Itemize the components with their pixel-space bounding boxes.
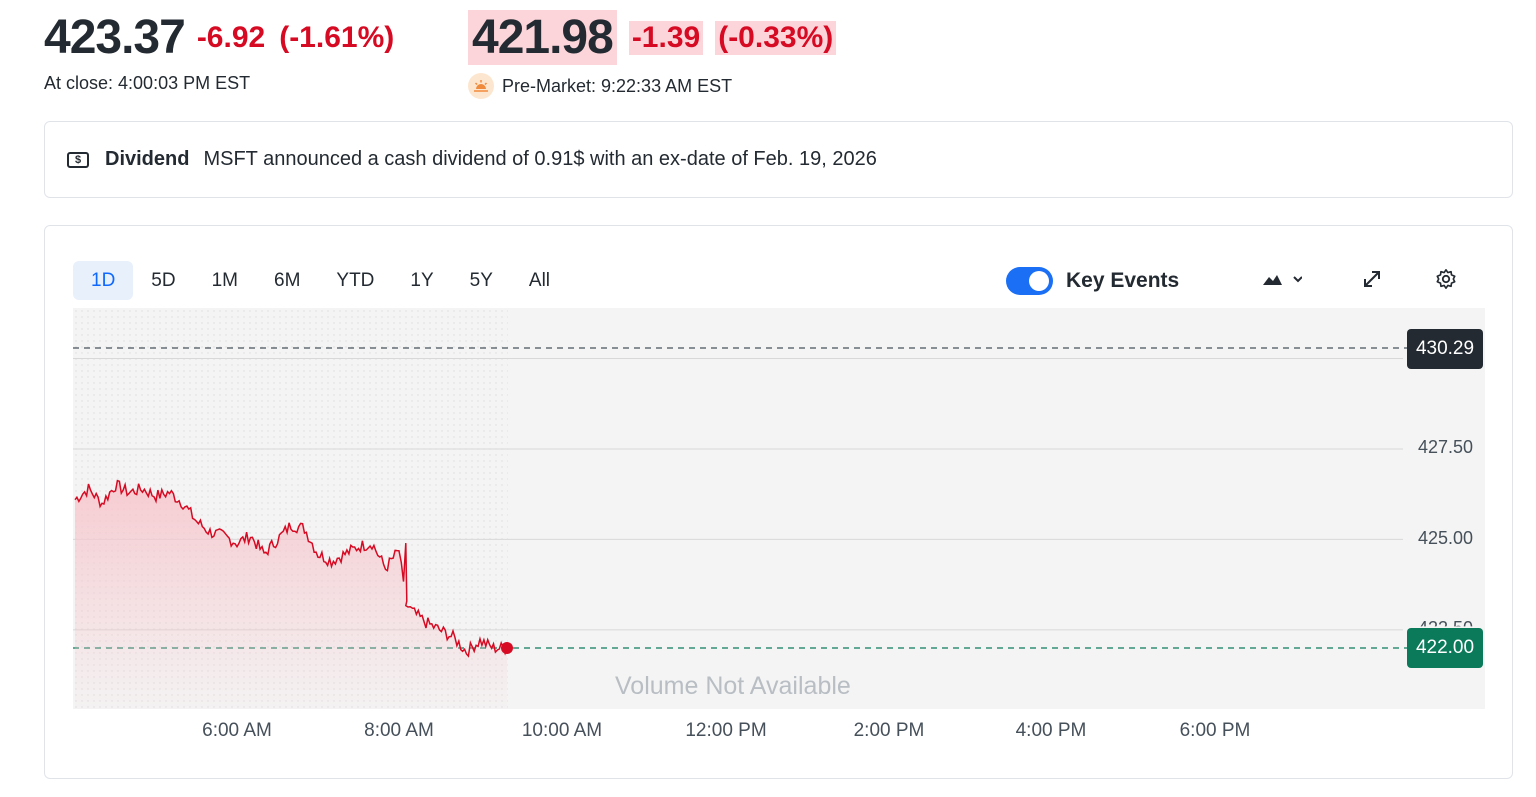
chart-type-button[interactable]	[1262, 266, 1303, 296]
premarket-change: -1.39	[628, 20, 704, 55]
x-tick-label: 12:00 PM	[685, 720, 767, 741]
chart-type-icon	[1262, 271, 1303, 292]
price-area	[75, 480, 507, 709]
current-price-dot	[501, 642, 513, 654]
dollar-bill-icon: $	[67, 151, 89, 168]
close-change: -6.92	[196, 20, 266, 54]
range-1y[interactable]: 1Y	[410, 269, 434, 291]
price-line	[74, 479, 508, 658]
x-tick-label: 4:00 PM	[1015, 720, 1087, 741]
sunrise-icon	[468, 73, 494, 99]
x-tick-label: 2:00 PM	[853, 720, 925, 741]
x-tick-label: 10:00 AM	[521, 720, 603, 741]
range-selector: 1D 5D 1M 6M YTD 1Y 5Y All	[73, 261, 568, 300]
previous-close-tag: 430.29	[1407, 329, 1483, 369]
close-change-percent: (-1.61%)	[279, 20, 395, 54]
y-tick-label: 422.50	[1418, 618, 1473, 626]
price-chart-svg	[73, 308, 1407, 709]
settings-button[interactable]	[1426, 266, 1466, 296]
chart-card	[44, 225, 1513, 779]
close-time: At close: 4:00:03 PM EST	[44, 73, 251, 93]
key-events-label: Key Events	[1066, 269, 1180, 292]
range-all[interactable]: All	[528, 269, 551, 291]
y-tick-label: 425.00	[1417, 528, 1473, 548]
expand-button[interactable]	[1352, 266, 1392, 296]
close-quote: 423.37 -6.92 (-1.61%) At close: 4:00:03 …	[44, 10, 394, 94]
dividend-banner[interactable]: $ Dividend MSFT announced a cash dividen…	[44, 121, 1513, 198]
key-events-toggle[interactable]	[1006, 267, 1053, 295]
x-tick-label: 6:00 AM	[202, 720, 272, 741]
premarket-change-percent: (-0.33%)	[715, 20, 837, 55]
gear-icon	[1435, 268, 1457, 295]
current-price-tag: 422.00	[1407, 628, 1483, 668]
range-ytd[interactable]: YTD	[336, 269, 375, 291]
x-tick-label: 6:00 PM	[1179, 720, 1251, 741]
expand-icon	[1362, 269, 1382, 294]
premarket-price: 421.98	[468, 10, 617, 65]
y-tick-label: 427.50	[1417, 437, 1473, 457]
volume-not-available: Volume Not Available	[615, 672, 851, 700]
premarket-quote: 421.98 -1.39 (-0.33%) Pre-Market: 9:22:3…	[468, 10, 837, 99]
dividend-text: MSFT announced a cash dividend of 0.91$ …	[203, 148, 877, 170]
premarket-time: Pre-Market: 9:22:33 AM EST	[502, 75, 733, 96]
range-1m[interactable]: 1M	[211, 269, 238, 291]
range-5y[interactable]: 5Y	[469, 269, 493, 291]
close-price: 423.37	[44, 11, 186, 64]
range-6m[interactable]: 6M	[274, 269, 301, 291]
x-tick-label: 8:00 AM	[364, 720, 434, 741]
range-5d[interactable]: 5D	[151, 269, 176, 291]
dividend-title: Dividend	[105, 148, 190, 170]
price-chart[interactable]: 427.50 425.00 422.50 430.29 422.00 Volum…	[73, 308, 1485, 778]
range-1d[interactable]: 1D	[73, 261, 134, 300]
